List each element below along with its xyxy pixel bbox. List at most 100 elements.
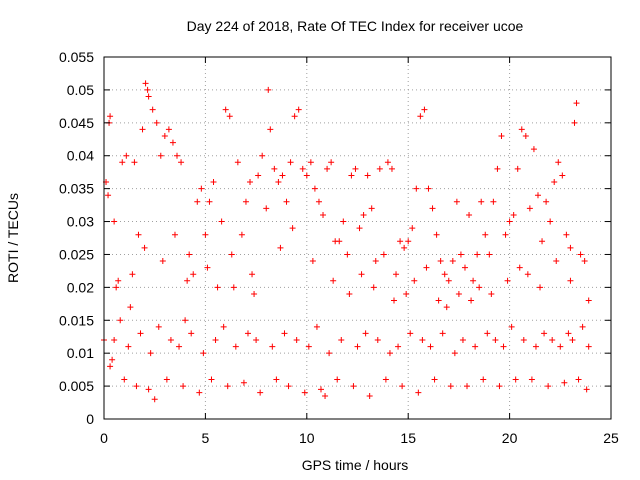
data-point (109, 356, 116, 363)
data-point (461, 264, 468, 271)
data-point (397, 238, 404, 245)
data-point (107, 363, 114, 370)
data-point (350, 383, 357, 390)
data-point (520, 337, 527, 344)
data-point (196, 389, 203, 396)
data-point (372, 258, 379, 265)
data-point (299, 165, 306, 172)
data-point (287, 159, 294, 166)
data-point (488, 290, 495, 297)
data-point (555, 159, 562, 166)
y-tick-label: 0 (86, 411, 94, 427)
data-point (575, 376, 582, 383)
data-point (482, 231, 489, 238)
data-point (386, 350, 393, 357)
y-tick-label: 0.035 (59, 181, 94, 197)
data-point (553, 258, 560, 265)
data-point (468, 297, 475, 304)
data-point (484, 330, 491, 337)
data-point (137, 330, 144, 337)
data-point (464, 383, 471, 390)
data-point (581, 258, 588, 265)
data-point (218, 218, 225, 225)
data-point (263, 205, 270, 212)
data-point (441, 271, 448, 278)
data-point (384, 159, 391, 166)
data-point (352, 165, 359, 172)
data-point (393, 271, 400, 278)
data-point (522, 132, 529, 139)
data-point (257, 389, 264, 396)
data-point (423, 264, 430, 271)
data-point (470, 277, 477, 284)
y-tick-label: 0.055 (59, 49, 94, 65)
data-point (214, 284, 221, 291)
data-point (242, 198, 249, 205)
data-point (111, 337, 118, 344)
data-point (512, 376, 519, 383)
data-point (526, 205, 533, 212)
data-point (307, 159, 314, 166)
data-point (374, 337, 381, 344)
data-point (336, 238, 343, 245)
data-point (265, 86, 272, 93)
data-point (516, 264, 523, 271)
data-point (366, 392, 373, 399)
data-point (455, 290, 462, 297)
data-point (334, 376, 341, 383)
data-point (320, 211, 327, 218)
data-point (155, 323, 162, 330)
data-point (382, 376, 389, 383)
data-point (437, 258, 444, 265)
data-point (549, 337, 556, 344)
chart-title: Day 224 of 2018, Rate Of TEC Index for r… (187, 18, 524, 34)
data-point (403, 290, 410, 297)
data-point (147, 350, 154, 357)
data-point (419, 337, 426, 344)
data-point (188, 330, 195, 337)
data-point (131, 159, 138, 166)
data-point (407, 330, 414, 337)
data-point (395, 343, 402, 350)
data-point (569, 337, 576, 344)
y-tick-label: 0.02 (67, 279, 94, 295)
data-point (289, 225, 296, 232)
data-point (348, 172, 355, 179)
data-point (208, 376, 215, 383)
data-point (238, 231, 245, 238)
data-point (277, 244, 284, 251)
data-point (356, 225, 363, 232)
data-point (291, 113, 298, 120)
data-point (210, 179, 217, 186)
data-point (117, 317, 124, 324)
data-point (200, 350, 207, 357)
data-point (453, 198, 460, 205)
data-point (303, 172, 310, 179)
data-point (421, 106, 428, 113)
y-tick-label: 0.005 (59, 378, 94, 394)
data-point (159, 258, 166, 265)
data-point (362, 330, 369, 337)
data-point (309, 258, 316, 265)
data-point (388, 165, 395, 172)
data-point (435, 297, 442, 304)
data-point (244, 330, 251, 337)
data-point (279, 172, 286, 179)
data-point (559, 172, 566, 179)
data-point (457, 251, 464, 258)
data-point (232, 343, 239, 350)
data-point (431, 376, 438, 383)
data-point (171, 231, 178, 238)
data-point (459, 337, 466, 344)
data-point (163, 376, 170, 383)
x-axis-label: GPS time / hours (302, 457, 409, 473)
data-point (514, 165, 521, 172)
data-point (190, 271, 197, 278)
data-point (492, 337, 499, 344)
data-point (409, 225, 416, 232)
data-point (178, 159, 185, 166)
plot-frame (103, 56, 612, 420)
data-point (405, 238, 412, 245)
data-point (530, 146, 537, 153)
